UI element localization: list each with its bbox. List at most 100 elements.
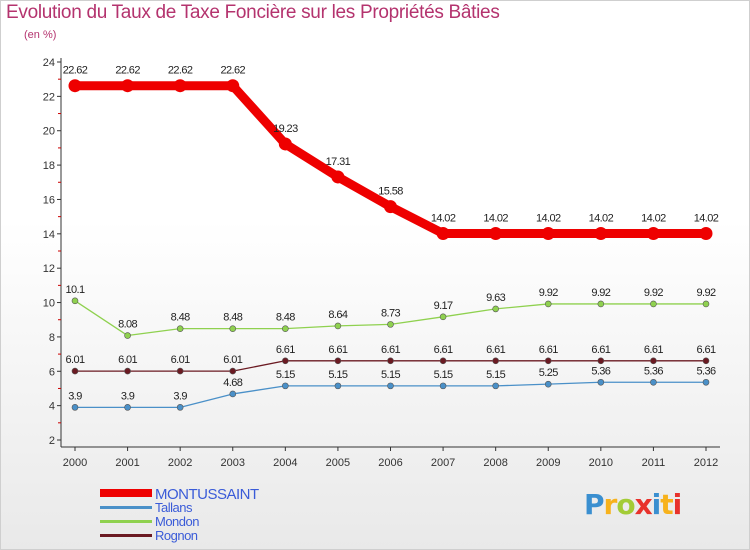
- y-tick-label: 10: [43, 298, 55, 310]
- data-point-tallans: [702, 378, 710, 386]
- x-tick-label: 2004: [273, 457, 297, 469]
- logo-letter: i: [651, 488, 662, 521]
- data-label-rognon: 6.61: [276, 344, 295, 356]
- data-point-montussaint: [436, 226, 450, 240]
- data-point-mondon: [229, 325, 237, 332]
- data-point-mondon: [439, 313, 447, 321]
- data-label-rognon: 6.61: [644, 344, 663, 356]
- data-label-mondon: 9.92: [539, 287, 558, 299]
- data-label-mondon: 8.64: [328, 309, 347, 321]
- x-tick-label: 2008: [483, 457, 507, 469]
- data-label-montussaint: 14.02: [589, 212, 614, 224]
- data-label-montussaint: 14.02: [694, 212, 719, 224]
- x-tick-label: 2007: [431, 457, 455, 469]
- x-tick-label: 2002: [168, 457, 192, 469]
- logo-letter: t: [660, 488, 673, 521]
- data-point-mondon: [176, 325, 184, 332]
- data-label-montussaint: 14.02: [431, 212, 456, 224]
- data-label-tallans: 5.36: [696, 365, 715, 377]
- data-point-mondon: [334, 322, 342, 330]
- data-label-montussaint: 14.02: [641, 212, 666, 224]
- data-point-tallans: [334, 382, 342, 390]
- data-label-mondon: 8.48: [171, 312, 190, 324]
- logo-letter: x: [634, 488, 653, 521]
- x-tick-label: 2010: [589, 457, 613, 469]
- x-tick-label: 2006: [378, 457, 402, 469]
- data-point-rognon: [124, 367, 131, 375]
- y-tick-label: 2: [49, 435, 55, 447]
- data-point-tallans: [650, 378, 657, 386]
- legend-label: Rognon: [155, 528, 198, 543]
- data-point-rognon: [544, 357, 552, 365]
- data-point-montussaint: [541, 226, 555, 240]
- y-tick-label: 24: [43, 57, 55, 69]
- data-label-rognon: 6.01: [223, 354, 242, 366]
- chart-title: Evolution du Taux de Taxe Foncière sur l…: [6, 2, 500, 23]
- data-point-rognon: [439, 357, 447, 365]
- data-point-rognon: [334, 357, 342, 365]
- data-point-tallans: [492, 382, 499, 390]
- data-point-tallans: [597, 378, 605, 386]
- logo-letter: i: [672, 488, 683, 521]
- data-label-mondon: 8.08: [118, 319, 137, 331]
- y-tick-label: 16: [43, 194, 55, 206]
- data-point-mondon: [650, 300, 657, 308]
- data-point-tallans: [229, 390, 237, 398]
- data-point-mondon: [282, 325, 289, 332]
- data-point-rognon: [229, 367, 237, 375]
- proxiti-logo: Proxiti: [584, 488, 683, 521]
- data-label-tallans: 5.15: [486, 369, 505, 381]
- y-tick-label: 14: [43, 229, 55, 241]
- data-label-tallans: 3.9: [121, 390, 135, 402]
- data-label-montussaint: 22.62: [220, 65, 245, 77]
- data-point-montussaint: [121, 79, 135, 93]
- data-label-tallans: 5.15: [276, 369, 295, 381]
- data-point-tallans: [387, 382, 394, 390]
- y-tick-label: 12: [43, 263, 55, 275]
- data-label-montussaint: 22.62: [115, 65, 140, 77]
- data-point-montussaint: [594, 226, 608, 240]
- data-point-rognon: [597, 357, 605, 365]
- data-label-rognon: 6.61: [591, 344, 610, 356]
- data-label-montussaint: 22.62: [63, 65, 88, 77]
- data-label-tallans: 3.9: [173, 390, 187, 402]
- data-label-mondon: 9.92: [644, 287, 663, 299]
- legend-swatch: [100, 534, 152, 537]
- data-point-montussaint: [278, 137, 292, 151]
- x-tick-label: 2005: [326, 457, 350, 469]
- data-point-rognon: [71, 367, 79, 375]
- data-label-mondon: 8.48: [223, 312, 242, 324]
- data-label-montussaint: 19.23: [273, 123, 298, 135]
- data-point-mondon: [702, 300, 710, 308]
- data-point-tallans: [124, 404, 131, 411]
- data-point-tallans: [544, 380, 552, 388]
- data-point-montussaint: [384, 200, 397, 214]
- logo-letter: P: [584, 488, 605, 521]
- data-label-rognon: 6.61: [328, 344, 347, 356]
- data-point-rognon: [492, 357, 499, 365]
- data-label-montussaint: 14.02: [483, 212, 508, 224]
- legend-swatch: [100, 520, 152, 523]
- data-point-rognon: [176, 367, 184, 375]
- data-point-rognon: [650, 357, 657, 365]
- legend-label: Mondon: [155, 514, 199, 529]
- data-point-montussaint: [646, 226, 660, 240]
- data-label-montussaint: 22.62: [168, 65, 193, 77]
- y-tick-label: 8: [49, 332, 55, 344]
- data-label-mondon: 9.63: [486, 292, 505, 304]
- data-point-tallans: [176, 404, 184, 411]
- y-tick-label: 22: [43, 91, 55, 103]
- data-point-mondon: [597, 300, 605, 308]
- x-tick-label: 2001: [115, 457, 139, 469]
- data-point-mondon: [71, 297, 79, 305]
- data-point-mondon: [544, 300, 552, 308]
- data-point-montussaint: [489, 226, 503, 240]
- legend-label: MONTUSSAINT: [155, 486, 259, 503]
- x-tick-label: 2003: [221, 457, 245, 469]
- data-label-rognon: 6.01: [118, 354, 137, 366]
- data-point-tallans: [71, 404, 79, 411]
- data-point-rognon: [282, 357, 289, 365]
- data-label-rognon: 6.01: [65, 354, 84, 366]
- data-label-tallans: 5.15: [381, 369, 400, 381]
